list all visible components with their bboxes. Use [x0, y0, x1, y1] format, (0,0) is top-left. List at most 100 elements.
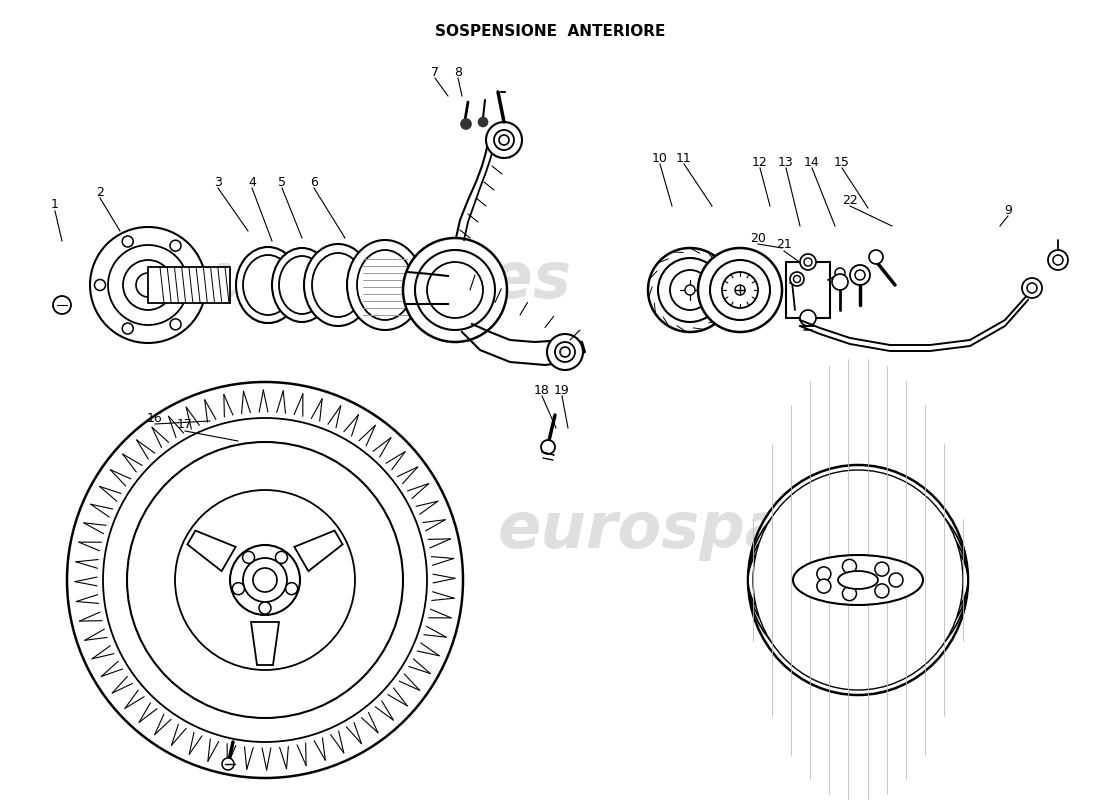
- Circle shape: [541, 440, 556, 454]
- Circle shape: [722, 272, 758, 308]
- Text: 22: 22: [843, 194, 858, 206]
- Ellipse shape: [838, 571, 878, 589]
- Text: 5: 5: [278, 175, 286, 189]
- Circle shape: [486, 122, 522, 158]
- Text: eurospares: eurospares: [168, 249, 572, 311]
- Circle shape: [1048, 250, 1068, 270]
- Circle shape: [670, 270, 710, 310]
- Text: 19: 19: [554, 383, 570, 397]
- Circle shape: [253, 568, 277, 592]
- Text: 3: 3: [214, 175, 222, 189]
- Circle shape: [103, 418, 427, 742]
- Circle shape: [258, 602, 271, 614]
- Text: 1: 1: [51, 198, 59, 211]
- Circle shape: [800, 254, 816, 270]
- Ellipse shape: [243, 255, 293, 315]
- Circle shape: [869, 250, 883, 264]
- Circle shape: [108, 245, 188, 325]
- Circle shape: [427, 262, 483, 318]
- Circle shape: [800, 310, 816, 326]
- Circle shape: [1053, 255, 1063, 265]
- Text: 4: 4: [249, 175, 256, 189]
- Circle shape: [136, 273, 160, 297]
- Ellipse shape: [754, 470, 962, 690]
- Circle shape: [494, 130, 514, 150]
- Ellipse shape: [279, 256, 324, 314]
- Circle shape: [710, 260, 770, 320]
- Circle shape: [1022, 278, 1042, 298]
- Circle shape: [850, 265, 870, 285]
- Text: SOSPENSIONE  ANTERIORE: SOSPENSIONE ANTERIORE: [434, 25, 666, 39]
- Ellipse shape: [236, 247, 300, 323]
- Polygon shape: [251, 622, 279, 665]
- Circle shape: [560, 347, 570, 357]
- Polygon shape: [786, 262, 830, 318]
- Ellipse shape: [272, 248, 332, 322]
- Text: 9: 9: [1004, 203, 1012, 217]
- Text: 16: 16: [147, 411, 163, 425]
- Ellipse shape: [748, 510, 968, 650]
- Text: 15: 15: [834, 155, 850, 169]
- Circle shape: [95, 279, 106, 290]
- Circle shape: [658, 258, 722, 322]
- Circle shape: [685, 285, 695, 295]
- Circle shape: [499, 135, 509, 145]
- Circle shape: [67, 382, 463, 778]
- Ellipse shape: [793, 555, 923, 605]
- Text: 11: 11: [676, 151, 692, 165]
- Text: 21: 21: [777, 238, 792, 251]
- Circle shape: [122, 236, 133, 247]
- Circle shape: [735, 285, 745, 295]
- Ellipse shape: [748, 465, 968, 695]
- Ellipse shape: [304, 244, 372, 326]
- Circle shape: [275, 551, 287, 563]
- Polygon shape: [187, 530, 235, 571]
- Circle shape: [90, 227, 206, 343]
- Circle shape: [230, 545, 300, 615]
- Text: 8: 8: [454, 66, 462, 78]
- Text: 2: 2: [96, 186, 103, 198]
- Circle shape: [790, 272, 804, 286]
- Text: 18: 18: [535, 383, 550, 397]
- Text: 17: 17: [177, 418, 192, 431]
- Text: eurospares: eurospares: [498, 499, 902, 561]
- Ellipse shape: [312, 253, 364, 317]
- Circle shape: [415, 250, 495, 330]
- Circle shape: [843, 559, 857, 574]
- Circle shape: [126, 442, 403, 718]
- Circle shape: [461, 119, 471, 129]
- Circle shape: [123, 260, 173, 310]
- Ellipse shape: [748, 495, 968, 665]
- Circle shape: [804, 258, 812, 266]
- Text: 10: 10: [652, 151, 668, 165]
- Circle shape: [855, 270, 865, 280]
- Circle shape: [242, 551, 254, 563]
- Circle shape: [832, 274, 848, 290]
- Circle shape: [222, 758, 234, 770]
- Circle shape: [874, 584, 889, 598]
- Text: 20: 20: [750, 231, 766, 245]
- Circle shape: [1027, 283, 1037, 293]
- Circle shape: [556, 342, 575, 362]
- Polygon shape: [295, 530, 342, 571]
- Circle shape: [170, 240, 182, 251]
- Circle shape: [547, 334, 583, 370]
- Polygon shape: [148, 267, 230, 303]
- Circle shape: [175, 490, 355, 670]
- Text: 6: 6: [310, 175, 318, 189]
- Ellipse shape: [346, 240, 424, 330]
- Circle shape: [243, 558, 287, 602]
- Text: 12: 12: [752, 155, 768, 169]
- Circle shape: [817, 579, 830, 593]
- Circle shape: [232, 582, 244, 594]
- Circle shape: [286, 582, 298, 594]
- Circle shape: [478, 118, 487, 126]
- Circle shape: [648, 248, 732, 332]
- Circle shape: [817, 567, 830, 581]
- Circle shape: [53, 296, 72, 314]
- Text: 14: 14: [804, 155, 820, 169]
- Circle shape: [170, 319, 182, 330]
- Ellipse shape: [748, 480, 968, 680]
- Text: 7: 7: [431, 66, 439, 78]
- Circle shape: [403, 238, 507, 342]
